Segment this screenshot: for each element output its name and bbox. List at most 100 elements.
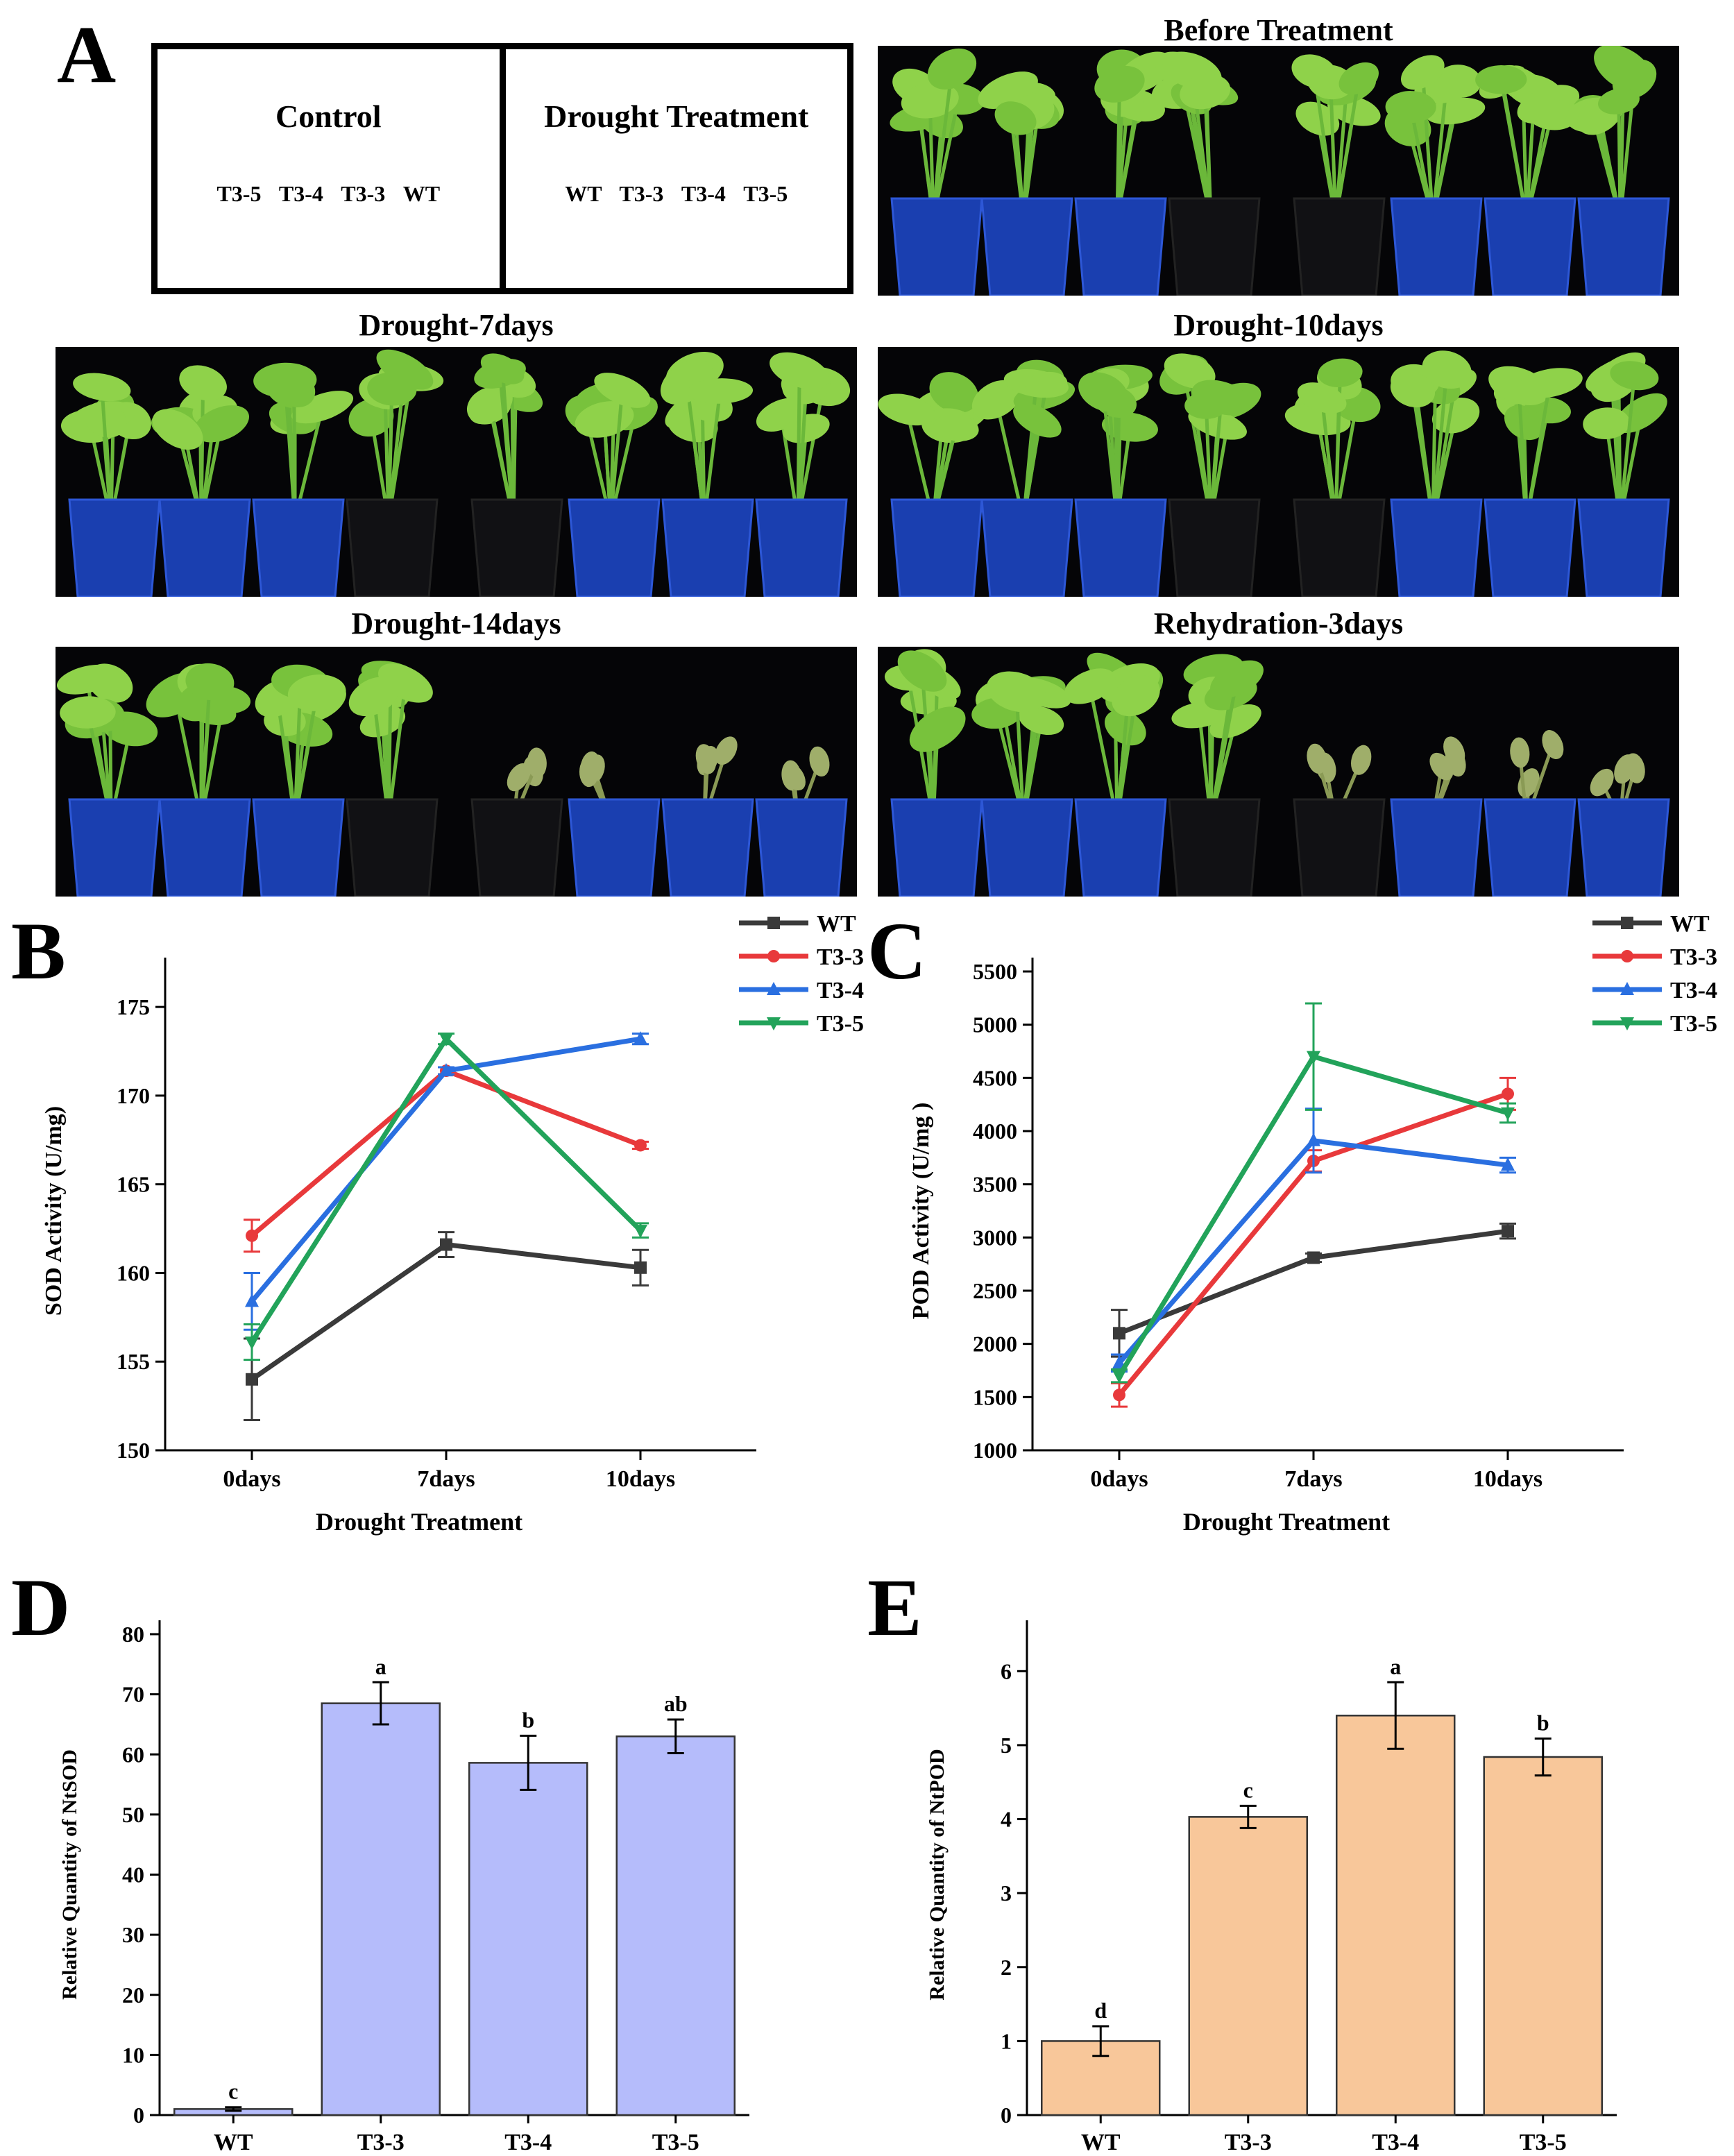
plant-pot: [1168, 798, 1261, 897]
plant-stem: [100, 387, 113, 521]
photo-caption-rehyd: Rehydration-3days: [1153, 606, 1404, 640]
plant-leaf: [1295, 101, 1340, 136]
data-point-wt: [1113, 1327, 1125, 1340]
plant-stem: [500, 368, 516, 521]
plant-pot: [1074, 798, 1167, 897]
control-order: T3-5 T3-4 T3-3 WT: [216, 181, 441, 206]
plant-leaf: [1112, 675, 1160, 717]
plant-leaf: [1307, 743, 1327, 774]
x-tick-label: T3-3: [1225, 2130, 1272, 2155]
plant-leaf: [594, 373, 651, 408]
legend-label: T3-4: [817, 978, 864, 1003]
plant-leaf: [695, 744, 717, 774]
y-axis-title: Relative Quantity of NtSOD: [58, 1749, 81, 2000]
treatment-order: WT T3-3 T3-4 T3-5: [565, 181, 788, 206]
legend-label: T3-5: [817, 1011, 864, 1037]
series-t3-3: [244, 1064, 649, 1253]
y-tick-label: 155: [117, 1349, 150, 1374]
x-tick-label: WT: [214, 2130, 253, 2155]
plant-leaf: [1614, 754, 1635, 784]
data-point-t3-3: [1113, 1389, 1125, 1402]
plant-stem: [1312, 71, 1338, 220]
legend-marker: [1620, 1017, 1634, 1030]
series-t3-4: [1111, 1107, 1516, 1373]
y-tick-label: 4: [1001, 1807, 1012, 1832]
y-tick-label: 3: [1001, 1881, 1012, 1905]
bar-t3-4: [468, 1762, 588, 2116]
plant-stem: [931, 69, 954, 220]
plant-leaf: [783, 414, 830, 443]
plant-leaf: [1209, 704, 1261, 739]
significance-letter: c: [1243, 1777, 1253, 1802]
x-tick-label: T3-4: [1372, 2130, 1419, 2155]
y-tick-label: 70: [122, 1682, 144, 1707]
plant-leaf: [287, 674, 346, 711]
plant-pot: [980, 798, 1073, 897]
y-tick-label: 4500: [973, 1065, 1017, 1090]
y-axis-title: SOD Activity (U/mg): [41, 1106, 67, 1316]
significance-letter: ab: [664, 1691, 688, 1716]
plant-pot: [1390, 498, 1483, 597]
plant-leaf: [987, 671, 1046, 713]
plant-leaf: [1338, 62, 1379, 95]
plant-stem: [1517, 385, 1529, 521]
plant-stem: [1334, 87, 1349, 220]
significance-letter: b: [1537, 1710, 1549, 1735]
y-tick-label: 4000: [973, 1119, 1017, 1144]
plant-leaf: [809, 746, 830, 777]
plant-leaf: [1013, 402, 1062, 438]
photo-caption-d14: Drought-14days: [351, 606, 561, 640]
series-t3-5: [1111, 1002, 1516, 1384]
plant-scene: [878, 46, 1679, 296]
data-point-t3-5: [1112, 1370, 1126, 1384]
legend-marker: [767, 950, 780, 962]
plant-pot: [158, 498, 251, 597]
plant-leaf: [291, 391, 354, 424]
plant-stem: [1115, 84, 1121, 220]
series-wt: [1111, 1222, 1516, 1358]
x-tick-label: 7days: [417, 1466, 475, 1492]
plant-pot: [568, 798, 661, 897]
x-tick-label: 10days: [606, 1466, 675, 1492]
legend-marker: [1620, 982, 1634, 995]
significance-letter: c: [228, 2079, 238, 2104]
data-point-t3-3: [1502, 1087, 1514, 1101]
plant-leaf: [480, 353, 525, 384]
photo-drought-10days: [878, 347, 1679, 597]
legend-item-t3-3: T3-3: [1592, 944, 1717, 970]
data-point-t3-5: [634, 1225, 647, 1239]
plant-leaf: [1078, 372, 1128, 412]
chart-ntsod-expression: 0 10 20 30 40 50 60 70 80 Relative Quantity of Nt…: [58, 1620, 749, 2155]
plant-pot: [568, 498, 661, 597]
plant-leaf: [715, 736, 738, 765]
x-tick-label: 0days: [223, 1466, 280, 1492]
significance-letter: b: [522, 1707, 534, 1732]
plant-leaf: [152, 409, 203, 450]
plant-pot: [1577, 798, 1670, 897]
plant-leaf: [897, 650, 947, 692]
legend-label: WT: [817, 911, 856, 937]
panel-label-c: C: [867, 906, 927, 996]
series-line-wt: [250, 1241, 641, 1382]
photo-caption-d10: Drought-10days: [1173, 308, 1384, 342]
data-point-t3-5: [245, 1336, 259, 1350]
plant-stem: [685, 382, 706, 521]
plant-leaf: [1475, 65, 1527, 94]
significance-letter: d: [1094, 1998, 1107, 2023]
plant-leaf: [579, 756, 599, 788]
data-point-t3-4: [245, 1293, 259, 1307]
significance-letter: a: [1390, 1654, 1401, 1679]
legend-item-t3-4: T3-4: [1592, 978, 1717, 1003]
plant-scene: [878, 647, 1679, 897]
plant-leaf: [185, 663, 235, 701]
plant-pot: [1577, 197, 1670, 296]
plant-leaf: [1094, 65, 1145, 103]
plant-pot: [252, 498, 345, 597]
y-tick-label: 1500: [973, 1384, 1017, 1409]
bar-t3-3: [1188, 1816, 1308, 2116]
data-point-t3-4: [1307, 1132, 1320, 1146]
plant-pot: [980, 197, 1073, 296]
y-tick-label: 40: [122, 1862, 144, 1887]
plant-scene: [878, 347, 1679, 597]
plant-stem: [386, 683, 407, 821]
